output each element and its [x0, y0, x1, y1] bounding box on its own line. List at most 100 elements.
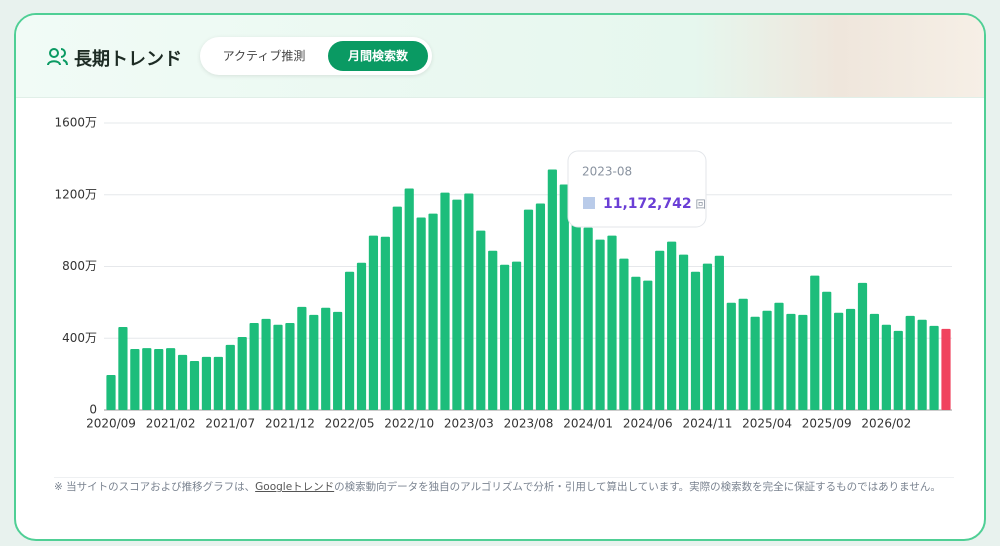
bar	[917, 319, 927, 410]
bar	[678, 254, 689, 410]
bar	[929, 325, 939, 410]
bar	[309, 314, 319, 410]
bar	[428, 213, 438, 410]
bar	[750, 316, 760, 410]
bar	[476, 230, 486, 410]
tab-active[interactable]: 月間検索数	[328, 41, 428, 71]
card: 長期トレンド アクティブ推測 月間検索数 ※ 当サイトのスコアおよび推移グラフは…	[14, 13, 986, 541]
header: 長期トレンド アクティブ推測 月間検索数	[16, 15, 984, 98]
x-tick-label: 2024/01	[563, 417, 613, 431]
bar	[488, 250, 498, 410]
bar	[249, 323, 259, 410]
bar	[619, 258, 629, 410]
x-tick-label: 2023/08	[504, 417, 554, 431]
bar	[356, 262, 367, 410]
bar	[392, 206, 402, 410]
bar	[440, 192, 450, 410]
disclaimer: ※ 当サイトのスコアおよび推移グラフは、Googleトレンドの検索動向データを独…	[54, 477, 954, 496]
bar	[344, 271, 355, 410]
tooltip: 2023-08 11,172,742 回	[567, 150, 707, 228]
bar	[726, 302, 736, 410]
bar	[834, 312, 844, 410]
bar	[118, 326, 128, 410]
bar	[702, 263, 713, 410]
users-icon	[47, 48, 68, 66]
bar	[583, 227, 593, 410]
x-tick-label: 2025/04	[742, 417, 792, 431]
bar	[106, 375, 116, 410]
bar	[547, 169, 557, 410]
bar	[511, 261, 522, 410]
bar	[655, 250, 665, 410]
x-tick-label: 2020/09	[86, 417, 136, 431]
bar	[822, 291, 832, 410]
bar	[845, 308, 856, 410]
bar	[810, 275, 820, 410]
bar	[738, 298, 748, 410]
x-tick-label: 2024/11	[682, 417, 732, 431]
x-tick-label: 2021/07	[205, 417, 255, 431]
bar	[667, 241, 677, 410]
tooltip-date: 2023-08	[582, 165, 632, 179]
bar	[464, 193, 474, 410]
bar	[189, 361, 200, 410]
bar	[273, 324, 283, 410]
bar	[452, 199, 462, 410]
bar	[631, 276, 641, 410]
y-tick-label: 400万	[62, 331, 97, 345]
bar	[225, 344, 235, 410]
bar	[690, 271, 701, 410]
bar	[404, 188, 414, 410]
bar	[201, 356, 212, 410]
bar	[559, 184, 569, 410]
bar	[571, 214, 581, 410]
bar	[881, 324, 891, 410]
bar	[166, 348, 176, 410]
bar	[905, 315, 915, 410]
bar	[416, 217, 426, 410]
bar	[213, 356, 223, 410]
bar	[869, 313, 880, 410]
bar	[786, 313, 796, 410]
bar	[774, 302, 784, 410]
x-tick-label: 2021/12	[265, 417, 315, 431]
bar	[762, 310, 772, 410]
bar	[798, 314, 808, 410]
bar	[285, 323, 295, 410]
bar	[142, 348, 152, 410]
x-tick-label: 2021/02	[146, 417, 196, 431]
bar	[893, 330, 903, 410]
bar	[941, 328, 951, 410]
tooltip-value: 11,172,742	[603, 196, 692, 212]
y-tick-label: 1200万	[54, 187, 97, 201]
x-tick-label: 2024/06	[623, 417, 673, 431]
bar	[535, 203, 546, 410]
tab[interactable]: アクティブ推測	[222, 49, 306, 63]
x-tick-label: 2022/10	[384, 417, 434, 431]
bar	[380, 236, 390, 410]
bar	[154, 349, 164, 410]
section-title: 長期トレンド	[74, 49, 182, 70]
y-tick-label: 1600万	[54, 116, 97, 130]
bar	[297, 306, 307, 410]
bar	[130, 349, 140, 410]
y-tick-label: 800万	[62, 259, 97, 273]
note: の検索動向データを独自のアルゴリズムで分析・引用して算出しています。実際の検索数…	[334, 481, 941, 493]
bar	[714, 255, 724, 410]
bar	[500, 264, 510, 410]
bar	[333, 311, 343, 410]
bar	[321, 307, 331, 410]
bar	[523, 209, 534, 410]
x-tick-label: 2023/03	[444, 417, 494, 431]
y-tick-label: 0	[89, 403, 97, 417]
note: ※ 当サイトのスコアおよび推移グラフは、	[54, 481, 256, 493]
bar	[607, 235, 617, 410]
bar	[177, 354, 188, 410]
tooltip-icon	[583, 197, 595, 209]
tab-group: アクティブ推測 月間検索数	[200, 37, 432, 75]
bar	[857, 282, 868, 410]
bar	[368, 235, 379, 410]
link[interactable]: Googleトレンド	[255, 481, 335, 493]
